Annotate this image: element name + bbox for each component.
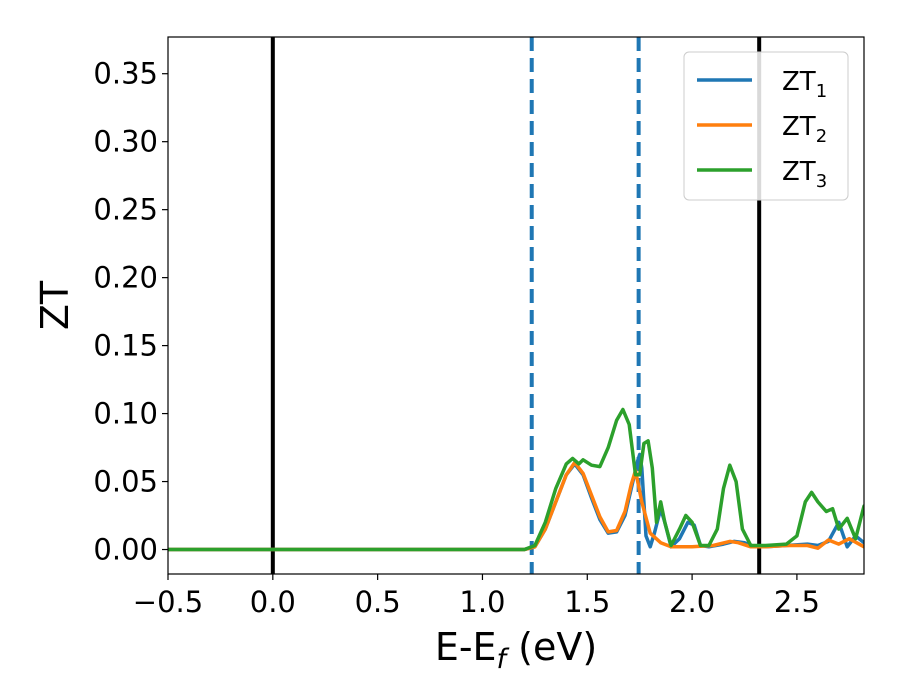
- legend: ZT1 ZT2 ZT3: [683, 51, 849, 201]
- x-tick-label: 2.0: [669, 585, 715, 619]
- y-tick-label: 0.35: [93, 57, 158, 91]
- y-tick-label: 0.25: [93, 193, 158, 227]
- legend-label-zt1: ZT1: [782, 67, 827, 102]
- x-axis-title: E-Ef (eV): [435, 625, 597, 675]
- y-tick-label: 0.20: [93, 261, 158, 295]
- x-tick-label: 1.0: [459, 585, 505, 619]
- y-tick-label: 0.00: [93, 533, 158, 567]
- legend-box: [683, 51, 849, 201]
- series-line-zt3: [168, 407, 864, 552]
- y-axis: 0.00 0.05 0.10 0.15 0.20 0.25 0.30 0.35: [93, 57, 168, 567]
- y-tick-label: 0.10: [93, 397, 158, 431]
- legend-label-zt3: ZT3: [782, 157, 827, 192]
- plot-frame: [167, 36, 865, 575]
- y-tick-label: 0.05: [93, 465, 158, 499]
- x-axis: −0.5 0.0 0.5 1.0 1.5 2.0 2.5: [133, 574, 820, 619]
- y-axis-title: ZT: [33, 280, 77, 330]
- x-tick-label: −0.5: [133, 585, 203, 619]
- x-tick-label: 0.5: [355, 585, 401, 619]
- series-line-zt2: [168, 460, 864, 552]
- legend-label-zt2: ZT2: [782, 112, 827, 147]
- y-tick-label: 0.30: [93, 125, 158, 159]
- axis-titles: E-Ef (eV) ZT: [33, 280, 597, 675]
- x-tick-label: 0.0: [250, 585, 296, 619]
- x-tick-label: 1.5: [564, 585, 610, 619]
- y-tick-label: 0.15: [93, 329, 158, 363]
- x-tick-label: 2.5: [774, 585, 820, 619]
